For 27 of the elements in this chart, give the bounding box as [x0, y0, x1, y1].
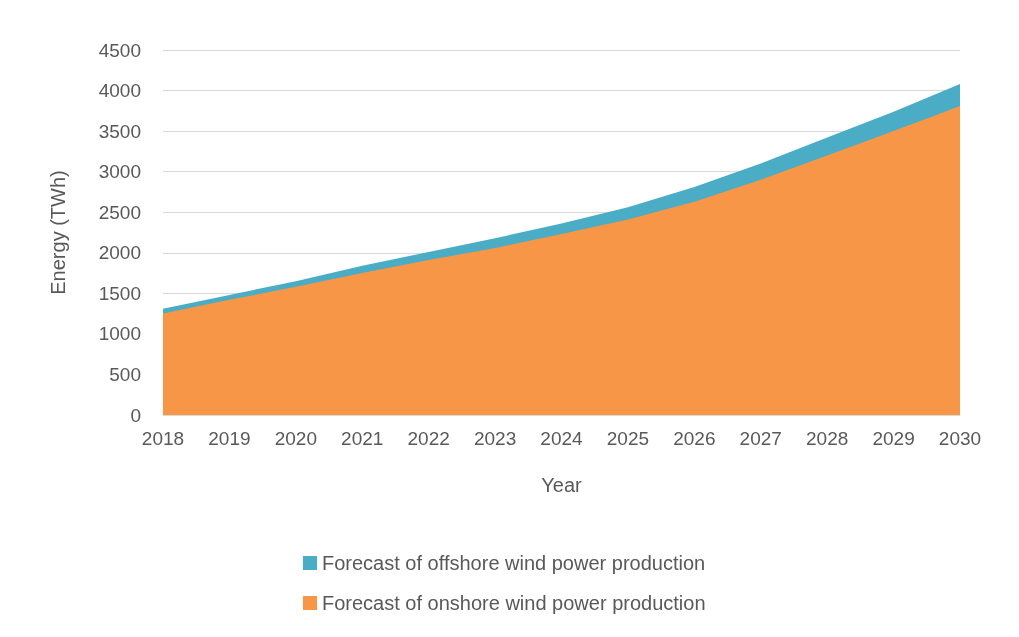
x-axis-title: Year: [541, 474, 583, 496]
x-tick-label: 2020: [274, 428, 317, 449]
x-tick-label: 2024: [540, 428, 584, 449]
x-tick-label: 2018: [141, 428, 185, 449]
x-tick-label: 2027: [739, 428, 782, 449]
y-tick-label: 1500: [98, 282, 141, 304]
y-tick-label: 1000: [98, 323, 141, 345]
x-tick-label: 2021: [341, 428, 384, 449]
y-tick-label: 2500: [98, 201, 141, 223]
legend-label: Forecast of offshore wind power production: [322, 552, 706, 574]
y-tick-label: 3000: [98, 161, 141, 183]
x-tick-label: 2022: [407, 428, 450, 449]
y-tick-label: 4500: [98, 39, 141, 61]
legend-label: Forecast of onshore wind power production: [322, 592, 706, 614]
x-tick-label: 2025: [606, 428, 650, 449]
y-axis-title: Energy (TWh): [47, 170, 69, 295]
x-tick-label: 2023: [473, 428, 517, 449]
y-tick-label: 0: [130, 404, 141, 426]
x-tick-label: 2030: [938, 428, 982, 449]
y-tick-label: 3500: [98, 120, 141, 142]
y-tick-label: 500: [109, 363, 141, 385]
x-tick-label: 2026: [673, 428, 716, 449]
y-tick-label: 4000: [98, 80, 141, 102]
x-tick-label: 2028: [806, 428, 849, 449]
y-tick-label: 2000: [98, 242, 141, 264]
x-tick-label: 2019: [208, 428, 251, 449]
x-tick-label: 2029: [872, 428, 915, 449]
